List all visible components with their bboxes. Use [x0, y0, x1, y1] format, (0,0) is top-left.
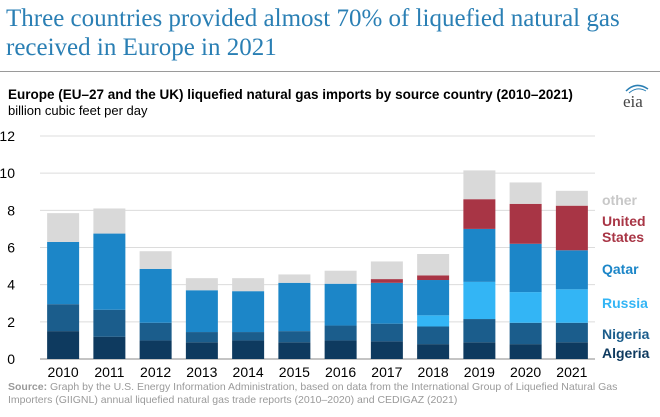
bar-other-2013: [185, 278, 218, 291]
bar-other-2017: [370, 261, 403, 280]
chart: 0 2 4 6 8 10 12 2010 2011 2012 2013 2014 2015 2016 201…: [0, 128, 650, 380]
x-tick-label: 2014: [233, 364, 264, 380]
legend-algeria: Algeria: [602, 345, 650, 361]
bar-algeria-2015: [278, 342, 311, 359]
y-tick-label: 6: [7, 240, 15, 256]
legend-other: other: [602, 192, 638, 208]
bar-qatar-2014: [232, 291, 265, 333]
bar-algeria-2013: [185, 342, 218, 359]
eia-logo: eia: [623, 84, 649, 111]
bar-qatar-2012: [139, 268, 172, 323]
bar-qatar-2013: [185, 290, 218, 333]
source-note: Source: Graph by the U.S. Energy Informa…: [8, 381, 648, 407]
bar-qatar-2019: [463, 228, 496, 282]
x-tick-label: 2017: [371, 364, 402, 380]
bar-nigeria-2010: [47, 304, 80, 332]
legend-qatar: Qatar: [602, 261, 639, 277]
bar-nigeria-2019: [463, 319, 496, 343]
bar-united-states-2021: [555, 205, 588, 251]
y-tick-label: 12: [0, 128, 15, 144]
divider: [0, 71, 660, 72]
bar-qatar-2016: [324, 283, 357, 326]
bar-qatar-2018: [417, 280, 450, 316]
source-label: Source:: [8, 381, 48, 393]
bar-other-2015: [278, 274, 311, 283]
x-tick-label: 2013: [186, 364, 217, 380]
bar-russia-2019: [463, 281, 496, 320]
bar-other-2018: [417, 254, 450, 276]
x-tick-label: 2019: [464, 364, 495, 380]
legend-nigeria: Nigeria: [602, 326, 650, 342]
x-tick-label: 2016: [325, 364, 356, 380]
x-tick-label: 2018: [418, 364, 449, 380]
bar-russia-2018: [417, 315, 450, 327]
source-text: Graph by the U.S. Energy Information Adm…: [8, 381, 618, 406]
bar-algeria-2010: [47, 331, 80, 359]
bar-qatar-2015: [278, 282, 311, 332]
axis-layer: 0 2 4 6 8 10 12 2010 2011 2012 2013 2014 2015 2016 201…: [0, 128, 588, 380]
bar-algeria-2019: [463, 342, 496, 359]
bar-other-2010: [47, 213, 80, 242]
headline: Three countries provided almost 70% of l…: [6, 5, 620, 61]
legend-united-states: United States: [602, 213, 646, 245]
bar-algeria-2011: [93, 336, 126, 359]
bar-nigeria-2011: [93, 309, 126, 337]
bar-qatar-2010: [47, 241, 80, 305]
bar-nigeria-2018: [417, 326, 450, 345]
bar-algeria-2012: [139, 340, 172, 359]
bar-other-2020: [509, 182, 542, 204]
bar-qatar-2021: [555, 250, 588, 290]
legend-russia: Russia: [602, 295, 648, 311]
bar-nigeria-2013: [185, 332, 218, 343]
chart-subtitle: billion cubic feet per day: [8, 103, 148, 118]
bar-united-states-2017: [370, 279, 403, 283]
bar-algeria-2018: [417, 344, 450, 359]
bar-nigeria-2021: [555, 322, 588, 343]
bar-algeria-2016: [324, 340, 357, 359]
bar-other-2011: [93, 208, 126, 234]
x-tick-label: 2021: [556, 364, 587, 380]
bar-algeria-2021: [555, 342, 588, 359]
bar-nigeria-2016: [324, 325, 357, 341]
bar-united-states-2020: [509, 203, 542, 244]
grid-layer: [40, 135, 595, 360]
bar-nigeria-2014: [232, 332, 265, 341]
bar-other-2012: [139, 251, 172, 269]
bar-algeria-2020: [509, 344, 542, 359]
y-tick-label: 4: [7, 277, 15, 293]
bar-qatar-2020: [509, 243, 542, 293]
bar-other-2014: [232, 278, 265, 292]
bar-other-2016: [324, 270, 357, 284]
bar-layer: [47, 170, 588, 359]
bar-algeria-2014: [232, 340, 265, 359]
x-tick-label: 2012: [140, 364, 171, 380]
bar-nigeria-2017: [370, 323, 403, 342]
y-tick-label: 8: [7, 202, 15, 218]
eia-logo-text: eia: [623, 92, 643, 111]
bar-nigeria-2015: [278, 331, 311, 343]
bar-qatar-2017: [370, 282, 403, 324]
bar-nigeria-2020: [509, 322, 542, 345]
bar-other-2021: [555, 190, 588, 206]
y-tick-label: 2: [7, 314, 15, 330]
bar-united-states-2019: [463, 199, 496, 229]
bar-algeria-2017: [370, 341, 403, 359]
y-tick-label: 10: [0, 165, 15, 181]
bar-nigeria-2012: [139, 322, 172, 341]
y-tick-label: 0: [7, 351, 15, 367]
bar-russia-2021: [555, 289, 588, 323]
bar-qatar-2011: [93, 233, 126, 310]
bar-other-2019: [463, 170, 496, 200]
x-tick-label: 2011: [94, 364, 124, 380]
x-tick-label: 2020: [510, 364, 541, 380]
x-tick-label: 2015: [279, 364, 310, 380]
legend-layer: other United States Qatar Russia Nigeria Alger…: [602, 192, 650, 361]
bar-united-states-2018: [417, 275, 450, 281]
bar-russia-2020: [509, 292, 542, 323]
chart-title: Europe (EU–27 and the UK) liquefied natu…: [8, 87, 573, 102]
x-tick-label: 2010: [48, 364, 79, 380]
